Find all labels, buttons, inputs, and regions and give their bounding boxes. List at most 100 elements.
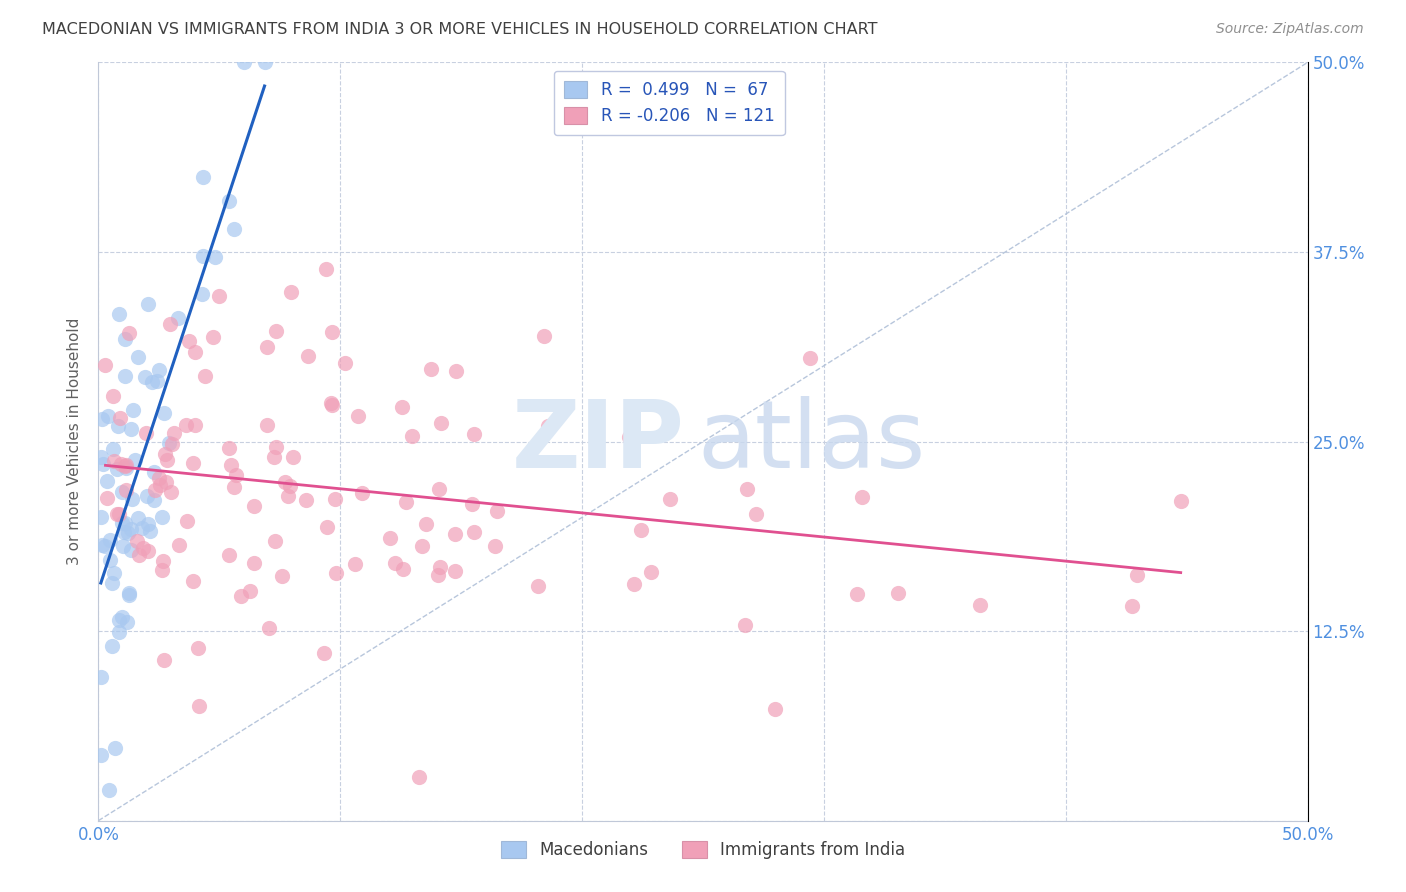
Point <box>384 556 406 570</box>
Point <box>139 524 162 538</box>
Point <box>201 330 224 344</box>
Point <box>115 458 138 472</box>
Point <box>90 670 112 684</box>
Point <box>111 539 134 553</box>
Point <box>187 698 209 713</box>
Point <box>350 486 373 500</box>
Point <box>96 474 118 488</box>
Point <box>463 524 485 539</box>
Point <box>461 498 484 512</box>
Point <box>91 457 114 471</box>
Point <box>120 422 142 436</box>
Point <box>263 450 285 464</box>
Point <box>225 467 247 482</box>
Point <box>408 770 430 784</box>
Point <box>142 465 165 479</box>
Point <box>391 400 413 414</box>
Point <box>208 289 231 303</box>
Point <box>108 625 131 640</box>
Point <box>1170 493 1192 508</box>
Point <box>191 249 214 263</box>
Point <box>107 418 129 433</box>
Point <box>114 516 136 531</box>
Point <box>176 514 198 528</box>
Point <box>98 552 121 566</box>
Point <box>103 566 125 580</box>
Point <box>343 557 366 571</box>
Point <box>419 361 441 376</box>
Point <box>191 170 214 185</box>
Point <box>111 516 134 530</box>
Point <box>131 521 153 535</box>
Point <box>297 350 319 364</box>
Point <box>378 531 401 545</box>
Point <box>763 702 786 716</box>
Point <box>90 538 112 552</box>
Point <box>229 590 252 604</box>
Point <box>90 450 112 465</box>
Point <box>153 406 176 420</box>
Point <box>135 489 157 503</box>
Point <box>887 585 910 599</box>
Point <box>149 478 172 492</box>
Point <box>150 563 173 577</box>
Point <box>319 396 342 410</box>
Point <box>444 564 467 578</box>
Point <box>617 430 640 444</box>
Point <box>115 460 138 475</box>
Point <box>969 599 991 613</box>
Point <box>114 332 136 346</box>
Point <box>162 437 184 451</box>
Point <box>278 479 301 493</box>
Point <box>167 539 190 553</box>
Point <box>128 548 150 562</box>
Point <box>194 369 217 384</box>
Point <box>734 618 756 632</box>
Point <box>426 568 449 582</box>
Point <box>112 524 135 539</box>
Point <box>120 542 142 557</box>
Text: ZIP: ZIP <box>512 395 685 488</box>
Point <box>114 458 136 473</box>
Point <box>745 507 768 521</box>
Point <box>93 539 115 553</box>
Point <box>219 458 242 473</box>
Point <box>187 641 209 656</box>
Point <box>120 522 142 536</box>
Point <box>277 489 299 503</box>
Point <box>463 426 485 441</box>
Point <box>659 492 682 507</box>
Point <box>259 621 281 635</box>
Point <box>138 297 160 311</box>
Text: MACEDONIAN VS IMMIGRANTS FROM INDIA 3 OR MORE VEHICLES IN HOUSEHOLD CORRELATION : MACEDONIAN VS IMMIGRANTS FROM INDIA 3 OR… <box>42 22 877 37</box>
Point <box>134 369 156 384</box>
Point <box>107 307 129 321</box>
Text: atlas: atlas <box>697 395 925 488</box>
Point <box>321 398 343 412</box>
Point <box>132 541 155 555</box>
Point <box>150 510 173 524</box>
Point <box>243 556 266 570</box>
Point <box>401 429 423 443</box>
Point <box>94 358 117 372</box>
Point <box>415 517 437 532</box>
Point <box>280 285 302 300</box>
Point <box>103 442 125 456</box>
Point <box>444 364 467 378</box>
Point <box>122 402 145 417</box>
Point <box>117 526 139 541</box>
Point <box>325 566 347 581</box>
Point <box>136 516 159 531</box>
Point <box>242 499 264 513</box>
Point <box>184 417 207 432</box>
Point <box>430 417 453 431</box>
Point <box>274 475 297 489</box>
Point <box>105 462 128 476</box>
Point <box>190 287 212 301</box>
Point <box>107 613 129 627</box>
Point <box>101 639 124 653</box>
Point <box>152 653 174 667</box>
Point <box>152 553 174 567</box>
Point <box>321 325 343 339</box>
Point <box>263 533 285 548</box>
